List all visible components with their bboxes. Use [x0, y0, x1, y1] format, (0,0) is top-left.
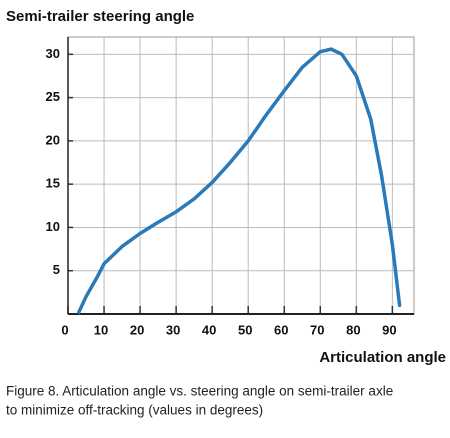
y-axis-title: Semi-trailer steering angle: [6, 8, 194, 25]
y-tick-label: 20: [46, 132, 60, 147]
x-tick-label: 80: [346, 322, 360, 337]
y-tick-label: 15: [46, 176, 60, 191]
x-tick-label: 0: [61, 322, 68, 337]
x-tick-label: 90: [382, 322, 396, 337]
y-tick-label: 30: [46, 46, 60, 61]
x-tick-label: 20: [130, 322, 144, 337]
data-line: [77, 47, 402, 315]
caption-line: to minimize off-tracking (values in degr…: [6, 403, 263, 418]
y-tick-label: 10: [46, 219, 60, 234]
plot-area: [67, 36, 415, 315]
y-tick-label: 25: [46, 89, 60, 104]
x-tick-label: 10: [94, 322, 108, 337]
x-tick-label: 30: [166, 322, 180, 337]
y-tick-label: 5: [53, 262, 60, 277]
x-axis-title: Articulation angle: [319, 349, 446, 366]
x-tick-label: 40: [202, 322, 216, 337]
x-tick-label: 60: [274, 322, 288, 337]
caption-line: Figure 8. Articulation angle vs. steerin…: [6, 384, 393, 399]
x-tick-label: 70: [310, 322, 324, 337]
x-tick-label: 50: [238, 322, 252, 337]
